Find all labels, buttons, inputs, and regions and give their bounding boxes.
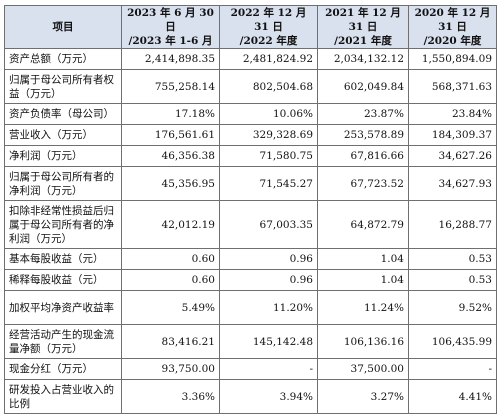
row-label: 现金分红（万元）: [4, 358, 122, 380]
table-row: 加权平均净资产收益率 5.49% 11.20% 11.24% 9.52%: [4, 290, 497, 325]
table-row: 营业收入（万元） 176,561.61 329,328.69 253,578.8…: [4, 124, 497, 146]
row-label: 资产负债率（母公司）: [4, 103, 122, 125]
row-value: 17.18%: [121, 103, 220, 125]
row-value: 106,136.16: [317, 324, 409, 359]
table-row: 归属于母公司所有者的净利润（万元） 45,356.95 71,545.27 67…: [4, 166, 497, 201]
row-value: 106,435.99: [408, 324, 497, 359]
row-value: 23.87%: [317, 103, 409, 125]
table-body: 资产总额（万元） 2,414,898.35 2,481,824.92 2,034…: [4, 48, 497, 414]
row-value: 4.41%: [408, 379, 497, 414]
header-column-line2: /2023 年 1-6 月: [128, 35, 213, 47]
table-row: 研发投入占营业收入的比例 3.36% 3.94% 3.27% 4.41%: [4, 379, 497, 414]
table-row: 扣除非经常性损益后归属于母公司所有者的净利润（万元） 42,012.19 67,…: [4, 200, 497, 249]
row-value: 0.96: [219, 248, 318, 270]
row-label: 归属于母公司所有者权益（万元）: [4, 69, 122, 104]
row-value: 45,356.95: [121, 166, 220, 201]
row-value: 5.49%: [121, 290, 220, 325]
row-value: 568,371.63: [408, 69, 497, 104]
table-row: 归属于母公司所有者权益（万元） 755,258.14 802,504.68 60…: [4, 69, 497, 104]
row-label: 归属于母公司所有者的净利润（万元）: [4, 166, 122, 201]
row-value: 176,561.61: [121, 124, 220, 146]
row-value: 3.36%: [121, 379, 220, 414]
row-value: 23.84%: [408, 103, 497, 125]
financial-indicators-table: 项目 2023 年 6 月 30 日 /2023 年 1-6 月 2022 年 …: [4, 5, 497, 414]
table-row: 资产总额（万元） 2,414,898.35 2,481,824.92 2,034…: [4, 48, 497, 70]
row-value: 16,288.77: [408, 200, 497, 249]
row-value: 2,414,898.35: [121, 48, 220, 70]
row-value: 0.53: [408, 269, 497, 291]
row-value: 93,750.00: [121, 358, 220, 380]
row-value: -: [219, 358, 318, 380]
row-value: 34,627.93: [408, 166, 497, 201]
table-row: 资产负债率（母公司） 17.18% 10.06% 23.87% 23.84%: [4, 103, 497, 125]
row-value: 37,500.00: [317, 358, 409, 380]
row-label: 研发投入占营业收入的比例: [4, 379, 122, 414]
row-value: 67,723.52: [317, 166, 409, 201]
header-column: 2020 年 12 月 31 日 /2020 年度: [408, 5, 497, 49]
header-column-line2: /2020 年度: [423, 35, 482, 47]
row-value: 34,627.26: [408, 145, 497, 167]
row-label: 资产总额（万元）: [4, 48, 122, 70]
row-value: 802,504.68: [219, 69, 318, 104]
row-value: 0.53: [408, 248, 497, 270]
row-value: 755,258.14: [121, 69, 220, 104]
row-value: 3.27%: [317, 379, 409, 414]
row-value: 184,309.37: [408, 124, 497, 146]
row-label: 营业收入（万元）: [4, 124, 122, 146]
table-row: 经营活动产生的现金流量净额（万元） 83,416.21 145,142.48 1…: [4, 324, 497, 359]
row-value: 2,481,824.92: [219, 48, 318, 70]
header-column: 2022 年 12 月 31 日 /2022 年度: [219, 5, 318, 49]
row-value: 67,816.66: [317, 145, 409, 167]
header-column: 2021 年 12 月 31 日 /2021 年度: [317, 5, 409, 49]
row-value: 1.04: [317, 248, 409, 270]
row-value: 0.60: [121, 248, 220, 270]
row-value: 9.52%: [408, 290, 497, 325]
row-value: 10.06%: [219, 103, 318, 125]
row-label: 稀释每股收益（元）: [4, 269, 122, 291]
table-row: 净利润（万元） 46,356.38 71,580.75 67,816.66 34…: [4, 145, 497, 167]
header-column-line2: /2022 年度: [239, 35, 298, 47]
row-value: 3.94%: [219, 379, 318, 414]
table-row: 基本每股收益（元） 0.60 0.96 1.04 0.53: [4, 248, 497, 270]
header-row: 项目 2023 年 6 月 30 日 /2023 年 1-6 月 2022 年 …: [4, 5, 497, 49]
row-value: 71,545.27: [219, 166, 318, 201]
row-value: 0.96: [219, 269, 318, 291]
header-column: 2023 年 6 月 30 日 /2023 年 1-6 月: [121, 5, 220, 49]
row-label: 经营活动产生的现金流量净额（万元）: [4, 324, 122, 359]
row-value: 71,580.75: [219, 145, 318, 167]
row-label: 扣除非经常性损益后归属于母公司所有者的净利润（万元）: [4, 200, 122, 249]
row-label: 基本每股收益（元）: [4, 248, 122, 270]
header-column-line1: 2020 年 12 月 31 日: [414, 7, 491, 33]
row-value: 64,872.79: [317, 200, 409, 249]
header-column-line2: /2021 年度: [334, 35, 392, 47]
row-value: 83,416.21: [121, 324, 220, 359]
header-column-line1: 2023 年 6 月 30 日: [127, 7, 214, 33]
row-value: 46,356.38: [121, 145, 220, 167]
header-column-line1: 2022 年 12 月 31 日: [230, 7, 307, 33]
table-row: 现金分红（万元） 93,750.00 - 37,500.00 -: [4, 358, 497, 380]
table-row: 稀释每股收益（元） 0.60 0.96 1.04 0.53: [4, 269, 497, 291]
row-value: 602,049.84: [317, 69, 409, 104]
header-item: 项目: [4, 5, 122, 49]
row-value: 11.20%: [219, 290, 318, 325]
row-value: 2,034,132.12: [317, 48, 409, 70]
row-value: 67,003.35: [219, 200, 318, 249]
table-header: 项目 2023 年 6 月 30 日 /2023 年 1-6 月 2022 年 …: [4, 5, 497, 49]
row-label: 加权平均净资产收益率: [4, 290, 122, 325]
row-label: 净利润（万元）: [4, 145, 122, 167]
row-value: 42,012.19: [121, 200, 220, 249]
row-value: 0.60: [121, 269, 220, 291]
header-column-line1: 2021 年 12 月 31 日: [325, 7, 401, 33]
row-value: 1.04: [317, 269, 409, 291]
row-value: 11.24%: [317, 290, 409, 325]
row-value: 1,550,894.09: [408, 48, 497, 70]
row-value: 253,578.89: [317, 124, 409, 146]
financial-table-container: 项目 2023 年 6 月 30 日 /2023 年 1-6 月 2022 年 …: [4, 5, 497, 414]
row-value: 329,328.69: [219, 124, 318, 146]
row-value: -: [408, 358, 497, 380]
row-value: 145,142.48: [219, 324, 318, 359]
